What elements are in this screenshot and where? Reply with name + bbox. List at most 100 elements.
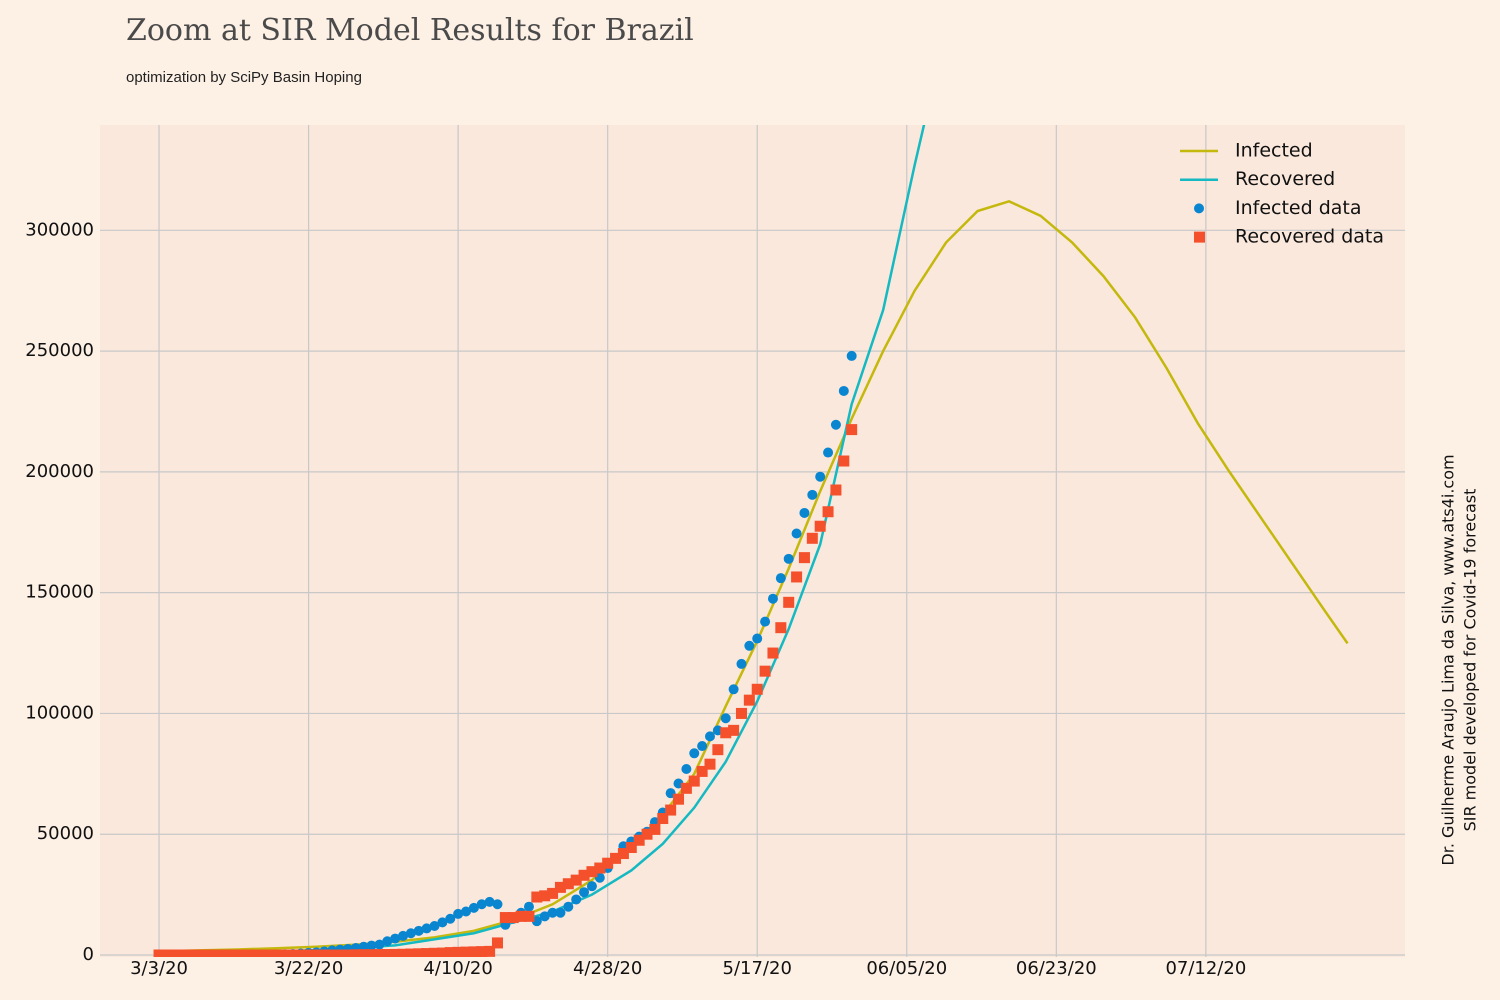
point [326, 949, 338, 957]
point [775, 573, 786, 584]
point [318, 949, 330, 957]
x-tick-label: 5/17/20 [723, 958, 792, 979]
point [838, 455, 850, 467]
point [382, 936, 393, 947]
point [680, 782, 692, 794]
point [499, 912, 511, 924]
point [767, 647, 779, 659]
point [177, 949, 189, 957]
point [468, 946, 480, 957]
point [649, 823, 661, 835]
data [153, 125, 1349, 957]
point [586, 881, 597, 892]
point [476, 946, 488, 957]
point [688, 775, 700, 787]
y-tick-label: 250000 [25, 340, 94, 361]
point [460, 946, 472, 957]
point [807, 489, 818, 500]
point [436, 947, 448, 957]
point [531, 891, 543, 903]
point [208, 949, 220, 957]
point [240, 949, 252, 957]
point [720, 727, 732, 739]
point [673, 793, 685, 805]
point [437, 917, 448, 928]
point [799, 507, 810, 518]
point [491, 937, 503, 949]
point [830, 484, 842, 496]
point [263, 949, 275, 957]
point [665, 804, 677, 816]
legend: Infected Recovered Infected data Recovered … [1180, 140, 1384, 248]
point [751, 683, 763, 695]
point [413, 925, 424, 936]
point [523, 901, 534, 912]
y-tick-label: 150000 [25, 582, 94, 603]
point [255, 949, 267, 957]
x-tick-label: 4/10/20 [423, 958, 492, 979]
point [602, 857, 614, 869]
point [405, 928, 416, 939]
point [398, 930, 409, 941]
y-tick-label: 50000 [37, 823, 94, 844]
point [547, 907, 558, 918]
plot-area [100, 125, 1405, 957]
point [704, 758, 716, 770]
point [523, 910, 535, 922]
point [389, 948, 401, 957]
point [397, 948, 409, 957]
line [159, 125, 926, 956]
point [579, 887, 590, 898]
point [704, 731, 715, 742]
point [555, 907, 566, 918]
point [484, 945, 496, 957]
point [815, 471, 826, 482]
credit-line: SIR model developed for Covid-19 forecas… [1461, 489, 1480, 832]
legend-swatch [1194, 203, 1204, 214]
point [617, 848, 629, 860]
point [287, 949, 299, 957]
point [279, 949, 291, 957]
point [806, 532, 818, 544]
chart-title: Zoom at SIR Model Results for Brazil [126, 13, 694, 48]
point [216, 949, 228, 957]
point [453, 908, 464, 919]
legend-swatch [1194, 231, 1205, 243]
point [846, 350, 857, 361]
point [822, 506, 834, 518]
point [390, 933, 401, 944]
point [838, 385, 849, 396]
point [696, 765, 708, 777]
point [594, 862, 606, 874]
point [310, 949, 322, 957]
point [161, 949, 173, 957]
point [342, 949, 354, 957]
point [429, 921, 440, 932]
point [515, 910, 527, 922]
legend-label: Infected [1235, 140, 1313, 162]
point [539, 911, 550, 922]
point [429, 947, 441, 957]
x-tick-label: 3/3/20 [130, 958, 188, 979]
legend-label: Infected data [1235, 197, 1362, 219]
point [728, 724, 740, 736]
point [697, 741, 708, 752]
y-tick-label: 100000 [25, 702, 94, 723]
point [468, 902, 479, 913]
point [846, 424, 858, 436]
point [303, 949, 315, 957]
point [547, 887, 559, 899]
point [689, 748, 700, 759]
point [452, 946, 464, 957]
point [366, 949, 378, 957]
credit-line: Dr. Guilherme Araujo Lima da Silva, www.… [1439, 454, 1458, 865]
point [625, 842, 637, 854]
point [752, 633, 763, 644]
point [539, 890, 551, 902]
point [358, 949, 370, 957]
point [759, 665, 771, 677]
point [735, 707, 747, 719]
point [153, 949, 165, 957]
point [554, 881, 566, 893]
point [374, 939, 385, 950]
